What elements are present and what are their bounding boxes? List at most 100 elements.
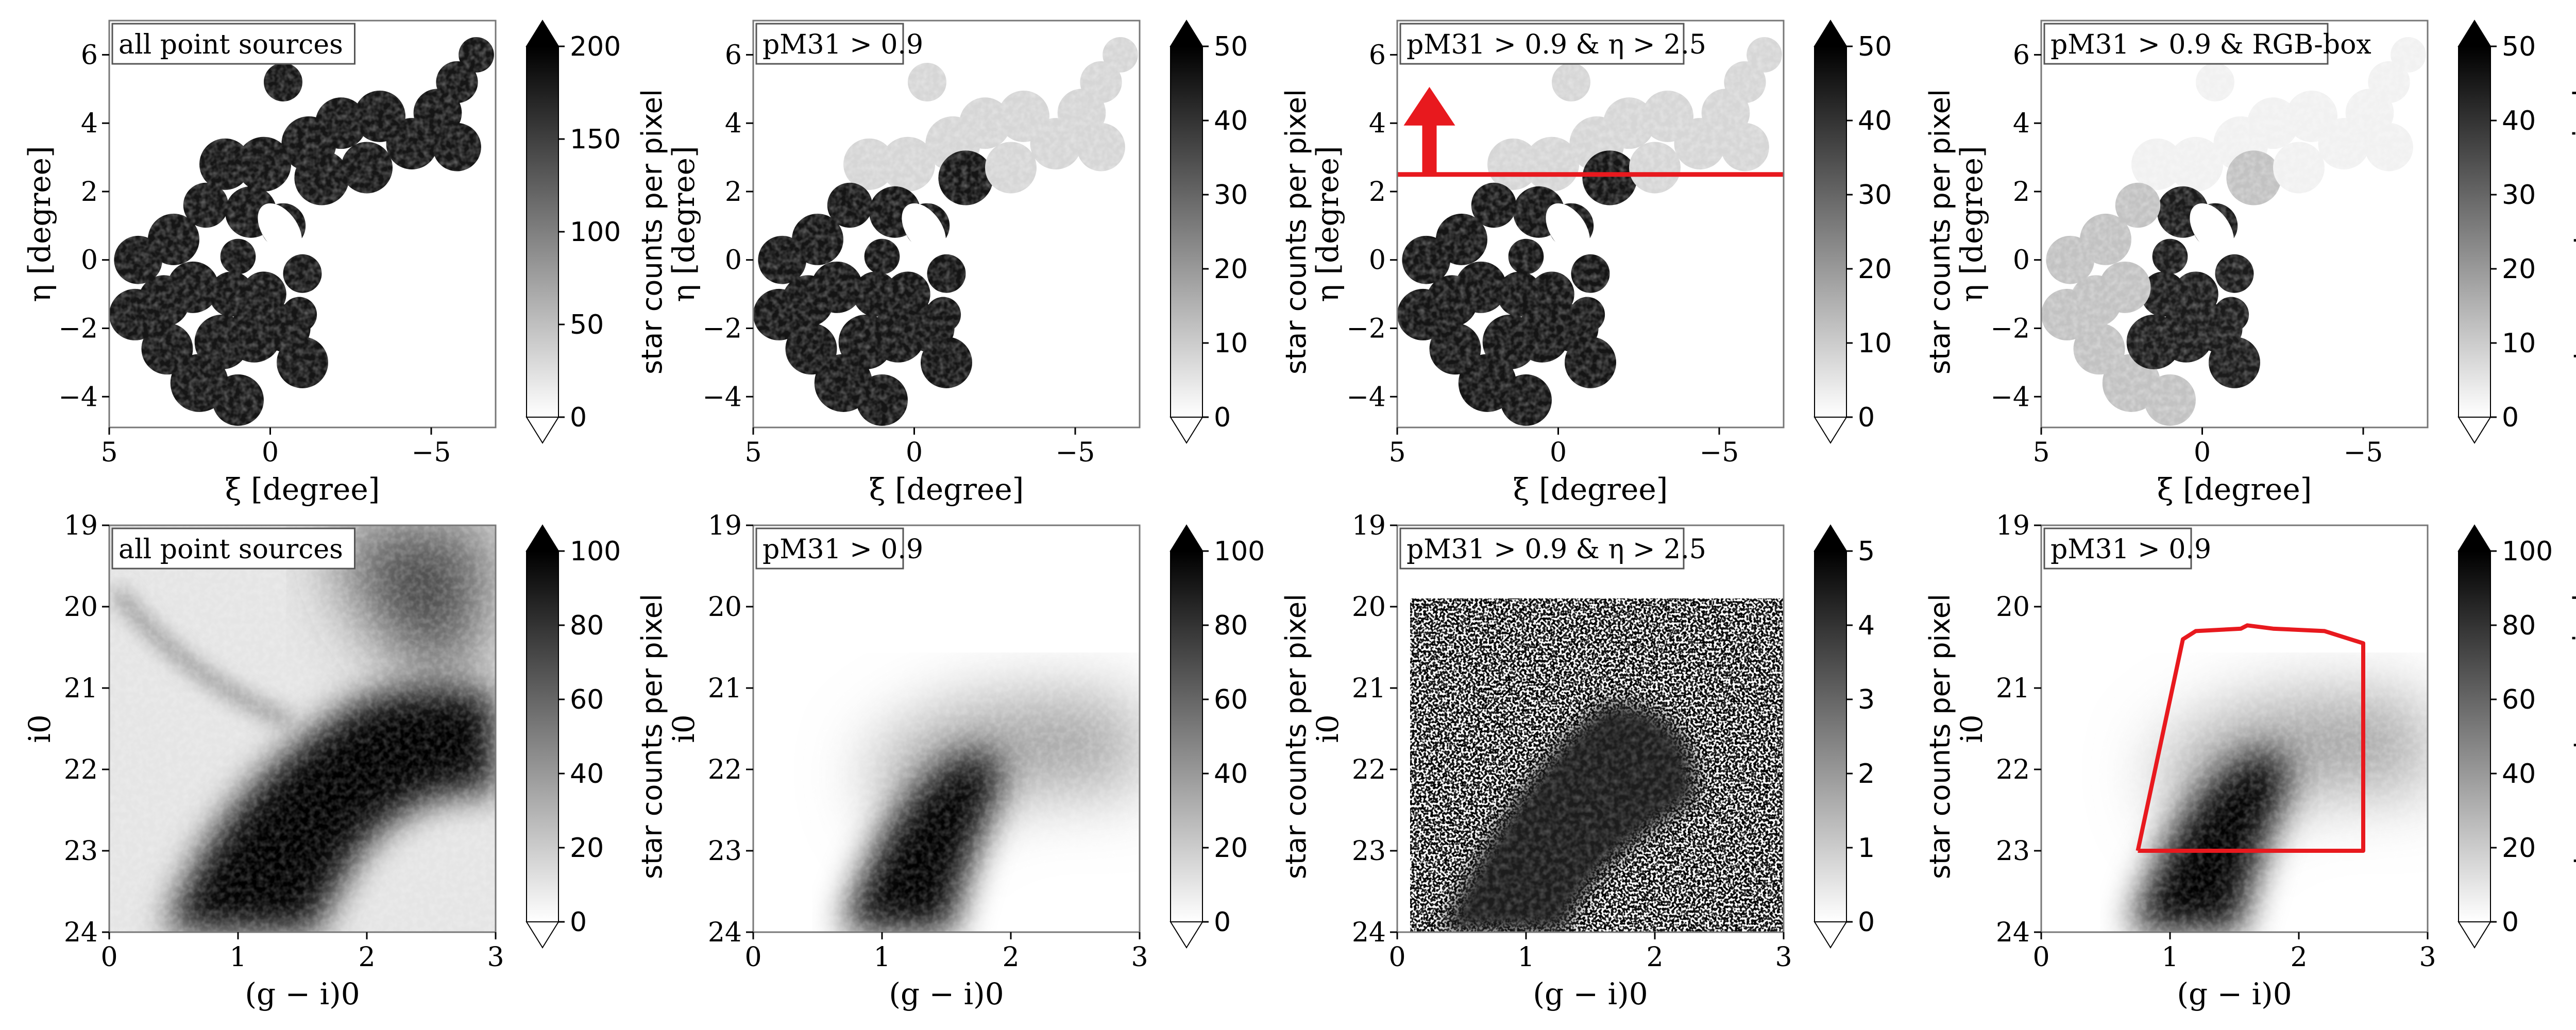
x-tick-label: 2 <box>2290 942 2307 973</box>
panel-label-box <box>111 527 355 570</box>
colorbar-tick-label: 4 <box>1858 610 1875 641</box>
y-tick-label: 20 <box>708 592 742 623</box>
colorbar-tick-label: 2 <box>1858 759 1875 789</box>
y-tick-label: −2 <box>58 313 98 344</box>
colorbar-tick-label: 20 <box>2502 254 2536 285</box>
plot-frame <box>1396 524 1785 933</box>
colorbar-gradient <box>1814 46 1847 418</box>
panel-label-box <box>111 23 355 65</box>
x-tick-label: 0 <box>744 942 761 973</box>
y-tick-label: −2 <box>1990 313 2030 344</box>
x-tick-label: −5 <box>1700 437 1739 468</box>
colorbar-tick-label: 50 <box>2502 31 2536 62</box>
panel-label: pM31 > 0.9 & η > 2.5 <box>1406 29 1706 60</box>
y-tick-label: 0 <box>81 245 98 276</box>
colorbar-extend-max <box>526 524 560 552</box>
y-tick-label: 21 <box>708 673 742 704</box>
y-tick-label: 4 <box>81 108 98 139</box>
noise-texture <box>2041 525 2428 932</box>
x-axis-title: (g − i)0 <box>245 976 360 1011</box>
y-tick-label: 21 <box>1996 673 2030 704</box>
panel-label-box <box>2043 23 2329 65</box>
colorbar-label: star counts per pixel <box>636 89 668 374</box>
x-axis-title: ξ [degree] <box>225 472 380 507</box>
panel-label: all point sources <box>118 534 343 565</box>
x-tick-label: 5 <box>100 437 117 468</box>
colorbar: 0 1 2 3 4 5 star counts per pixel <box>1814 524 1956 949</box>
colorbar-extend-min <box>1814 417 1848 444</box>
y-tick-label: 2 <box>81 177 98 208</box>
x-tick-label: 0 <box>1388 942 1405 973</box>
colorbar-tick-label: 10 <box>1858 328 1892 359</box>
x-tick-label: 5 <box>1388 437 1405 468</box>
x-tick-label: 3 <box>1775 942 1792 973</box>
colorbar-gradient <box>526 551 559 922</box>
x-tick-label: 3 <box>487 942 504 973</box>
colorbar-tick-label: 40 <box>2502 759 2536 789</box>
colorbar-tick-label: 30 <box>2502 180 2536 211</box>
x-tick-label: 0 <box>262 437 279 468</box>
colorbar-extend-min <box>1814 921 1848 949</box>
y-tick-label: 6 <box>2013 40 2030 71</box>
colorbar: 0 20 40 60 80 100 star counts per pixel <box>526 524 668 949</box>
y-tick-label: 23 <box>1352 836 1386 867</box>
y-tick-label: 20 <box>1352 592 1386 623</box>
plot-frame <box>752 524 1141 933</box>
y-tick-label: 19 <box>1996 510 2030 541</box>
colorbar-tick-label: 20 <box>1858 254 1892 285</box>
y-tick-label: −4 <box>1346 382 1386 413</box>
x-tick-label: 0 <box>2032 942 2049 973</box>
y-axis-title: η [degree] <box>666 146 701 302</box>
y-tick-label: 20 <box>1996 592 2030 623</box>
y-tick-label: 19 <box>1352 510 1386 541</box>
x-tick-label: 0 <box>2194 437 2211 468</box>
colorbar-tick-label: 0 <box>2502 402 2519 433</box>
colorbar-extend-max <box>1170 524 1204 552</box>
colorbar-tick-label: 60 <box>2502 684 2536 715</box>
y-tick-label: 23 <box>1996 836 2030 867</box>
colorbar-tick-label: 40 <box>1214 759 1248 789</box>
y-tick-label: 24 <box>64 917 98 948</box>
colorbar-tick-label: 20 <box>1214 833 1248 864</box>
y-tick-label: 2 <box>1369 177 1386 208</box>
colorbar-tick-label: 0 <box>1214 907 1231 938</box>
plot-frame <box>108 20 497 428</box>
y-tick-label: 22 <box>1352 754 1386 785</box>
y-tick-label: 24 <box>1352 917 1386 948</box>
panel-label-box <box>2043 527 2192 570</box>
colorbar-tick-label: 150 <box>570 124 621 155</box>
colorbar-tick-label: 30 <box>1858 180 1892 211</box>
x-axis-title: ξ [degree] <box>869 472 1024 507</box>
y-tick-label: 24 <box>1996 917 2030 948</box>
colorbar: 0 50 100 150 200 star counts per pixel <box>526 20 668 444</box>
colorbar-tick-label: 60 <box>570 684 604 715</box>
x-tick-label: −5 <box>2344 437 2383 468</box>
y-tick-label: 6 <box>725 40 742 71</box>
panel-label-box <box>755 527 904 570</box>
x-tick-label: 1 <box>2161 942 2178 973</box>
x-tick-label: −5 <box>412 437 451 468</box>
colorbar-tick-label: 80 <box>1214 610 1248 641</box>
x-tick-label: 2 <box>1002 942 1019 973</box>
plot-frame <box>1396 20 1785 428</box>
panel-label-box <box>1399 527 1685 570</box>
x-tick-label: 3 <box>1131 942 1148 973</box>
y-tick-label: 19 <box>708 510 742 541</box>
y-axis-title: i0 <box>22 714 57 743</box>
noise-texture <box>109 21 496 427</box>
colorbar-tick-label: 20 <box>570 833 604 864</box>
y-tick-label: 0 <box>1369 245 1386 276</box>
colorbar-label: star counts per pixel <box>2568 89 2576 374</box>
y-axis-title: η [degree] <box>1310 146 1345 302</box>
y-tick-label: 2 <box>2013 177 2030 208</box>
colorbar-extend-max <box>526 20 560 47</box>
y-tick-label: 0 <box>2013 245 2030 276</box>
y-tick-label: −4 <box>702 382 742 413</box>
colorbar-extend-min <box>526 921 560 949</box>
y-tick-label: 4 <box>2013 108 2030 139</box>
noise-texture <box>1397 525 1784 932</box>
x-axis-title: (g − i)0 <box>2177 976 2292 1011</box>
